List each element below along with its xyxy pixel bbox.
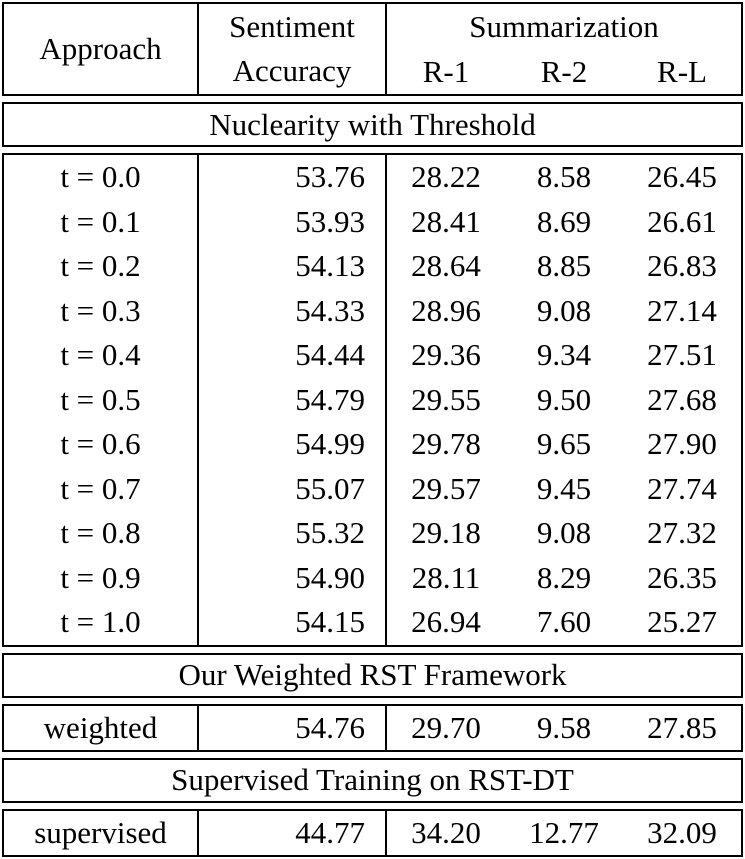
approach-cell: t = 0.4 (4, 333, 199, 378)
accuracy-cell: 54.76 (199, 705, 387, 750)
accuracy-cell: 54.13 (199, 244, 387, 289)
sentiment-header-line: Sentiment (229, 9, 355, 44)
r1-cell: 28.64 (411, 248, 481, 284)
rl-cell: 26.61 (647, 203, 717, 239)
r2-cell: 9.08 (536, 292, 592, 328)
r2-cell: 9.50 (536, 381, 592, 417)
approach-cell: t = 0.3 (4, 288, 199, 333)
accuracy-cell: 44.77 (199, 810, 387, 855)
approach-cell: t = 0.1 (4, 199, 199, 244)
rl-cell: 27.85 (647, 709, 717, 745)
r1-cell: 29.55 (411, 381, 481, 417)
r1-cell: 28.41 (411, 203, 481, 239)
table-row: t = 0.6 54.99 29.78 9.65 27.90 (4, 422, 741, 467)
threshold-rows-box: t = 0.0 53.76 28.22 8.58 26.45 t = 0.1 5… (2, 153, 743, 647)
table-row: t = 0.7 55.07 29.57 9.45 27.74 (4, 466, 741, 511)
section-header-nuclearity: Nuclearity with Threshold (2, 102, 743, 147)
r2-cell: 9.34 (536, 337, 592, 373)
r1-cell: 26.94 (411, 604, 481, 640)
table-row: t = 0.0 53.76 28.22 8.58 26.45 (4, 155, 741, 200)
table-row: t = 0.4 54.44 29.36 9.34 27.51 (4, 333, 741, 378)
accuracy-header-line: Accuracy (232, 53, 352, 88)
summarization-header-group: Summarization R-1 R-2 R-L (387, 4, 741, 94)
approach-cell: t = 0.7 (4, 466, 199, 511)
accuracy-cell: 53.93 (199, 199, 387, 244)
accuracy-cell: 54.90 (199, 555, 387, 600)
r2-cell: 9.58 (536, 709, 592, 745)
accuracy-cell: 55.07 (199, 466, 387, 511)
r2-cell: 8.58 (536, 159, 592, 195)
r2-cell: 7.60 (536, 604, 592, 640)
r2-cell: 9.65 (536, 426, 592, 462)
approach-cell: t = 0.0 (4, 155, 199, 200)
r1-cell: 29.18 (411, 515, 481, 551)
weighted-row-box: weighted 54.76 29.70 9.58 27.85 (2, 703, 743, 752)
rl-header: R-L (657, 53, 707, 89)
rl-cell: 27.74 (647, 470, 717, 506)
r2-cell: 12.77 (529, 814, 599, 850)
approach-cell: t = 0.9 (4, 555, 199, 600)
r1-cell: 29.70 (411, 709, 481, 745)
approach-cell: t = 1.0 (4, 600, 199, 645)
approach-cell: t = 0.5 (4, 377, 199, 422)
accuracy-cell: 53.76 (199, 155, 387, 200)
accuracy-cell: 54.33 (199, 288, 387, 333)
rl-cell: 27.51 (647, 337, 717, 373)
approach-header: Approach (4, 4, 199, 94)
rouge-subheader-row: R-1 R-2 R-L (387, 49, 741, 94)
approach-cell: t = 0.6 (4, 422, 199, 467)
rl-cell: 26.45 (647, 159, 717, 195)
table-header: Approach Sentiment Accuracy Summarizatio… (2, 2, 743, 96)
section-header-weighted-framework: Our Weighted RST Framework (2, 652, 743, 698)
r1-cell: 29.78 (411, 426, 481, 462)
r1-cell: 29.36 (411, 337, 481, 373)
r2-cell: 8.69 (536, 203, 592, 239)
table-row: t = 0.9 54.90 28.11 8.29 26.35 (4, 555, 741, 600)
accuracy-cell: 55.32 (199, 511, 387, 556)
r2-cell: 8.85 (536, 248, 592, 284)
r1-cell: 34.20 (411, 814, 481, 850)
rl-cell: 26.83 (647, 248, 717, 284)
approach-cell: t = 0.2 (4, 244, 199, 289)
r2-cell: 9.08 (536, 515, 592, 551)
rl-cell: 32.09 (647, 814, 717, 850)
r2-header: R-2 (540, 53, 588, 89)
table-row: supervised 44.77 34.20 12.77 32.09 (4, 810, 741, 855)
approach-cell: supervised (4, 810, 199, 855)
rl-cell: 27.90 (647, 426, 717, 462)
table-row: t = 0.8 55.32 29.18 9.08 27.32 (4, 511, 741, 556)
r1-cell: 28.96 (411, 292, 481, 328)
r1-cell: 29.57 (411, 470, 481, 506)
rl-cell: 27.68 (647, 381, 717, 417)
accuracy-cell: 54.99 (199, 422, 387, 467)
table-row: t = 1.0 54.15 26.94 7.60 25.27 (4, 600, 741, 645)
table-row: t = 0.3 54.33 28.96 9.08 27.14 (4, 288, 741, 333)
r2-cell: 9.45 (536, 470, 592, 506)
supervised-row-box: supervised 44.77 34.20 12.77 32.09 (2, 808, 743, 857)
table-row: t = 0.1 53.93 28.41 8.69 26.61 (4, 199, 741, 244)
summarization-header: Summarization (469, 8, 659, 44)
accuracy-cell: 54.79 (199, 377, 387, 422)
rl-cell: 27.32 (647, 515, 717, 551)
approach-cell: weighted (4, 705, 199, 750)
table-row: t = 0.2 54.13 28.64 8.85 26.83 (4, 244, 741, 289)
approach-cell: t = 0.8 (4, 511, 199, 556)
accuracy-cell: 54.44 (199, 333, 387, 378)
rl-cell: 27.14 (647, 292, 717, 328)
r1-cell: 28.11 (411, 559, 481, 595)
table-row: t = 0.5 54.79 29.55 9.50 27.68 (4, 377, 741, 422)
accuracy-cell: 54.15 (199, 600, 387, 645)
rl-cell: 26.35 (647, 559, 717, 595)
table-row: weighted 54.76 29.70 9.58 27.85 (4, 705, 741, 750)
rl-cell: 25.27 (647, 604, 717, 640)
section-header-supervised-training: Supervised Training on RST-DT (2, 757, 743, 803)
r2-cell: 8.29 (536, 559, 592, 595)
r1-cell: 28.22 (411, 159, 481, 195)
r1-header: R-1 (422, 53, 470, 89)
sentiment-accuracy-header: Sentiment Accuracy (199, 4, 387, 94)
